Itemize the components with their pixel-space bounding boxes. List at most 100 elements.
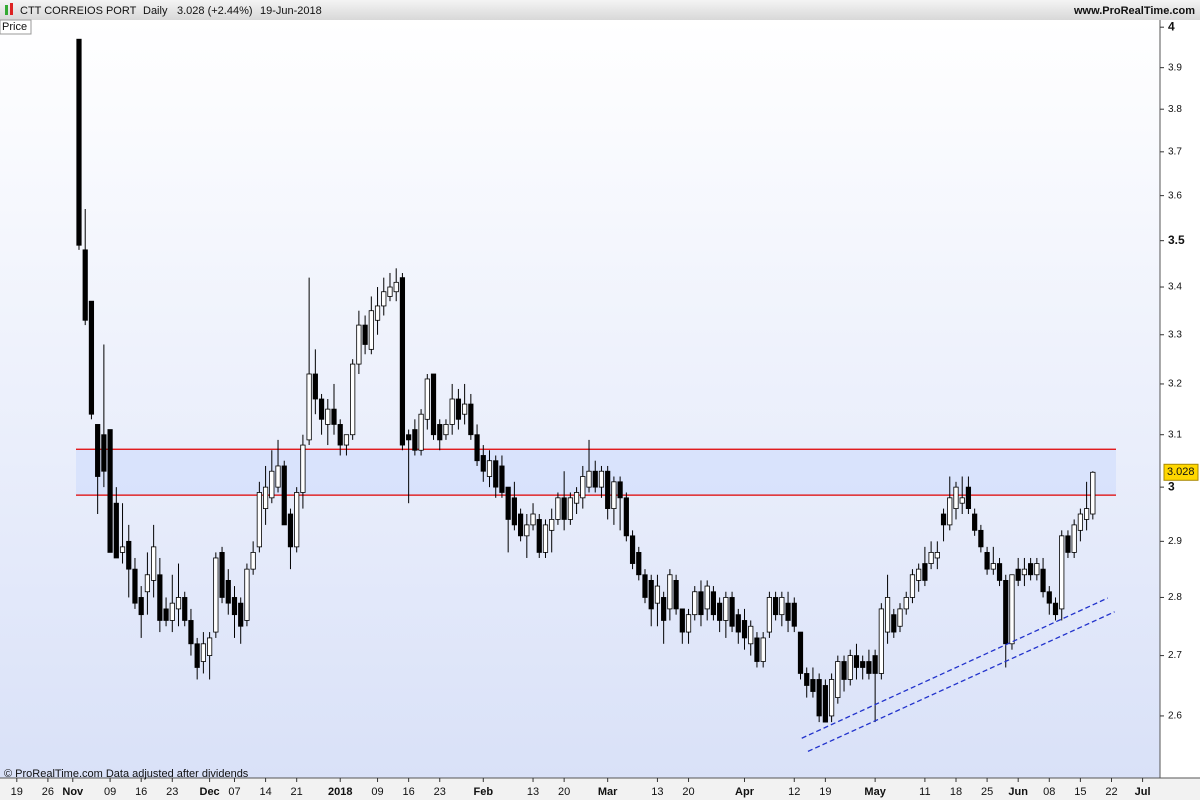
candle-body [175, 597, 182, 610]
candle-body [194, 643, 200, 668]
candle-body [704, 585, 710, 610]
y-tick-label: 3.5 [1168, 233, 1185, 247]
x-tick-label: 23 [434, 786, 446, 798]
header-date: 19-Jun-2018 [260, 5, 322, 17]
candle-body [132, 568, 138, 604]
y-tick-label: 4 [1168, 19, 1175, 33]
header-title: CTT CORREIOS PORT [20, 5, 137, 17]
candle-body [947, 497, 953, 526]
candle-body [984, 552, 990, 570]
x-tick-label: 19 [819, 786, 831, 798]
header-period: Daily [143, 5, 168, 17]
x-tick-label: 11 [919, 786, 930, 798]
x-axis-area [0, 778, 1200, 800]
candle-body [95, 424, 101, 477]
candle-body [810, 679, 816, 692]
candle-body [629, 535, 636, 564]
candle-body [972, 513, 978, 531]
x-tick-label: Nov [62, 786, 84, 798]
candle-body [412, 429, 418, 451]
candle-body [113, 502, 119, 559]
x-tick-label: 21 [291, 786, 303, 798]
candle-body [287, 513, 294, 548]
candle-body [797, 631, 804, 674]
candle-body [511, 497, 517, 526]
candle-body [144, 574, 151, 593]
candle-body [642, 574, 648, 598]
candle-body [493, 460, 499, 488]
trendline [807, 611, 1115, 752]
candle-body [350, 363, 356, 436]
candle-body [343, 434, 350, 446]
candle-body [909, 574, 916, 598]
x-tick-label: 19 [11, 786, 23, 798]
candle-body [654, 585, 661, 604]
candle-body [468, 403, 474, 436]
y-tick-label: 2.6 [1168, 711, 1182, 722]
candle-body [996, 563, 1003, 581]
candle-body [953, 486, 959, 509]
x-tick-label: 20 [558, 786, 570, 798]
candle-body [1015, 568, 1021, 581]
candle-body [741, 620, 748, 639]
candle-body [207, 637, 213, 656]
y-tick-label: 2.7 [1168, 650, 1182, 661]
candle-body [592, 470, 598, 488]
candle-body [623, 497, 629, 537]
candle-body [262, 486, 269, 509]
candle-body [269, 470, 275, 499]
candle-body [735, 614, 741, 633]
x-tick-label: 09 [371, 786, 383, 798]
x-tick-label: 08 [1043, 786, 1055, 798]
candle-body [692, 591, 698, 616]
candle-body [567, 497, 573, 520]
y-tick-label: 3.6 [1168, 190, 1182, 201]
y-axis-area [1160, 20, 1200, 778]
candle-body [1077, 513, 1083, 531]
candle-body [406, 434, 412, 441]
candle-body [710, 591, 717, 616]
candle-body [785, 602, 791, 621]
candle-body [231, 597, 238, 616]
candle-body [480, 455, 486, 472]
x-tick-label: 2018 [328, 786, 352, 798]
candle-body [611, 481, 617, 509]
x-tick-label: 15 [1074, 786, 1086, 798]
x-tick-label: 07 [228, 786, 240, 798]
candle-body [1028, 563, 1034, 576]
last-price-label: 3.028 [1167, 466, 1195, 478]
candle-body [524, 524, 530, 537]
x-tick-label: Dec [200, 786, 220, 798]
y-tick-label: 3.3 [1168, 329, 1182, 340]
header-icon [5, 3, 13, 15]
y-tick-label: 2.9 [1168, 536, 1182, 547]
candle-body [331, 408, 337, 425]
y-tick-label: 3.1 [1168, 429, 1182, 440]
candle-body [866, 661, 872, 674]
candle-body [636, 552, 642, 576]
x-tick-label: 23 [166, 786, 178, 798]
candle-body [835, 661, 841, 698]
x-tick-label: Mar [598, 786, 618, 798]
candle-body [717, 602, 723, 621]
candle-body [443, 424, 449, 436]
candle-body [107, 429, 113, 553]
candle-body [381, 291, 387, 307]
candle-body [76, 38, 82, 246]
candle-body [250, 552, 256, 570]
candle-body [555, 497, 561, 520]
candle-body [474, 434, 480, 462]
candle-body [499, 465, 505, 493]
candle-body [673, 580, 679, 610]
candle-body [822, 685, 828, 723]
candle-body [219, 552, 225, 598]
candle-body [1052, 602, 1059, 616]
candle-body [256, 492, 262, 548]
candle-body [853, 655, 860, 668]
candle-body [530, 513, 536, 526]
candle-body [1003, 580, 1009, 645]
candle-body [101, 434, 107, 472]
candle-body [1084, 508, 1090, 520]
